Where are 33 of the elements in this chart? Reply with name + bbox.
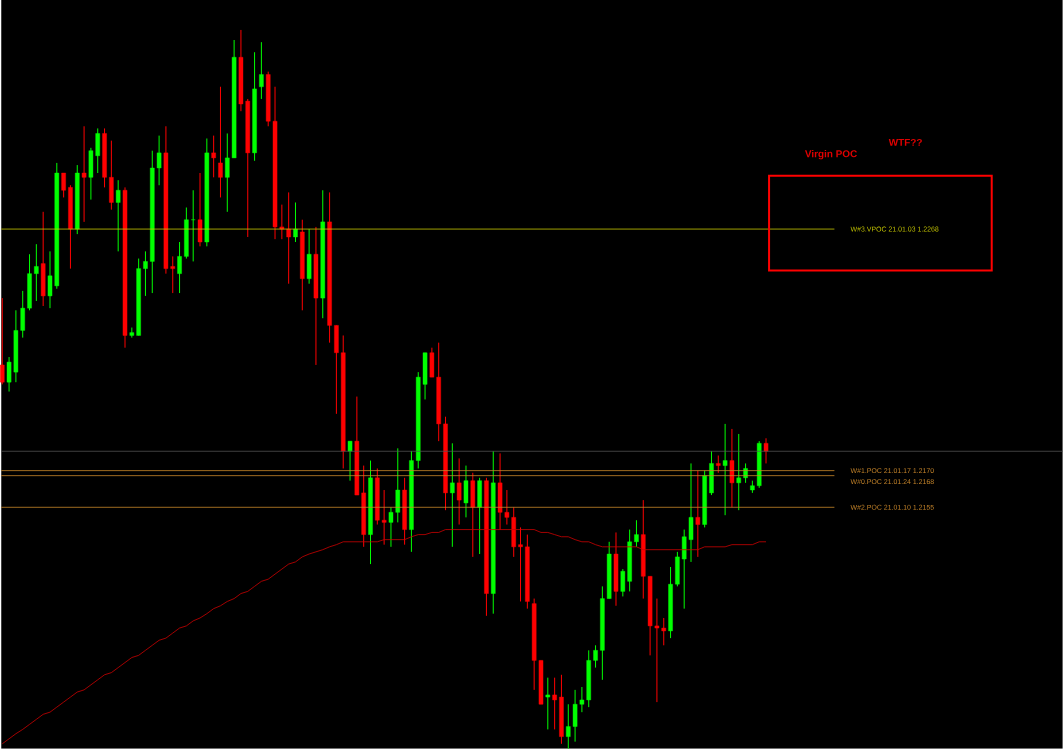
candlestick <box>177 241 182 294</box>
candlestick <box>190 189 196 262</box>
candlestick <box>450 442 455 548</box>
candlestick <box>81 125 87 223</box>
candlestick <box>20 290 25 338</box>
text: Virgin POC <box>804 149 857 160</box>
candlestick <box>552 677 557 730</box>
candlestick <box>736 433 741 511</box>
candlestick <box>518 526 523 602</box>
candlestick <box>695 469 701 558</box>
candlestick <box>729 428 735 508</box>
candlestick <box>197 172 203 247</box>
candlestick <box>545 677 551 730</box>
candlestick <box>259 41 264 100</box>
candlestick <box>34 243 39 302</box>
candlestick <box>61 172 66 198</box>
candlestick <box>388 506 394 548</box>
candlestick <box>722 423 728 516</box>
candlestick <box>0 297 5 385</box>
candlestick <box>347 440 353 482</box>
candlestick <box>293 201 298 243</box>
candlestick <box>456 457 462 525</box>
candlestick <box>211 134 216 178</box>
candlestick <box>634 519 639 548</box>
candlestick <box>763 437 769 464</box>
candlestick <box>593 644 598 668</box>
candlestick <box>115 179 121 252</box>
candlestick <box>286 191 291 285</box>
text: WTF?? <box>888 138 922 146</box>
candlestick <box>143 250 148 297</box>
candlestick <box>463 464 469 518</box>
candlestick <box>218 86 223 198</box>
candlestick <box>395 447 401 523</box>
